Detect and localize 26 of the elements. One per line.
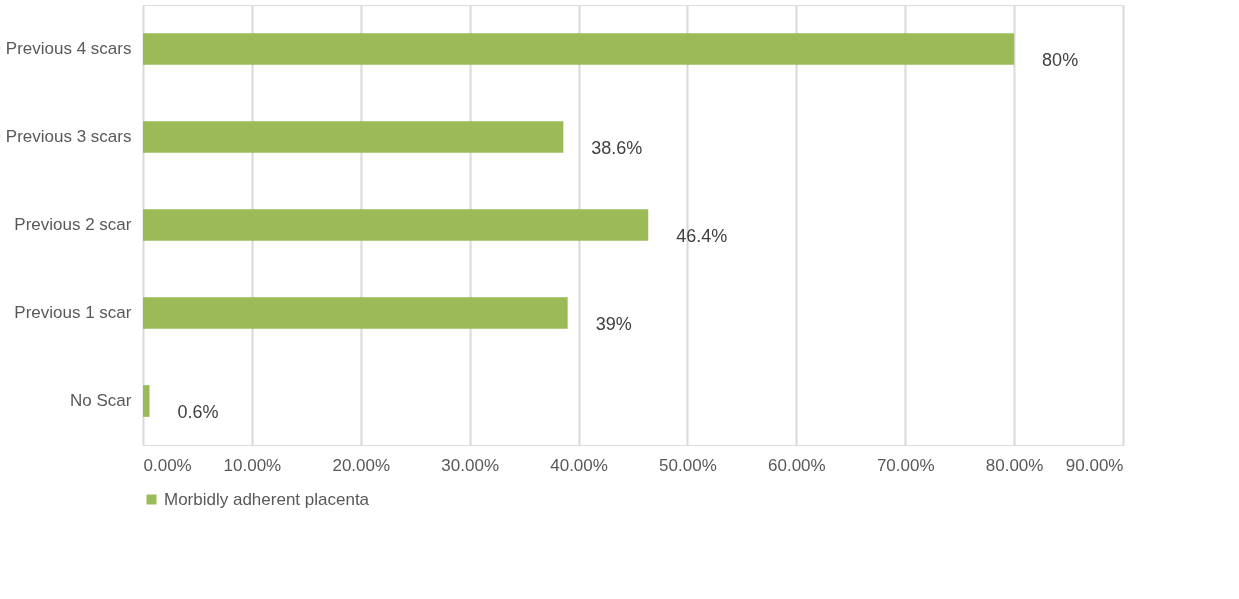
y-tick-label: Previous 3 scars — [5, 127, 132, 146]
bar — [143, 121, 564, 153]
x-tick-label: 0.00% — [143, 455, 192, 475]
bar — [143, 385, 150, 417]
text: 0.6% — [177, 402, 219, 422]
legend-label: Morbidly adherent placenta — [164, 489, 370, 509]
y-tick-label: Previous 4 scars — [5, 39, 132, 58]
bar — [143, 209, 649, 241]
x-tick-label: 10.00% — [223, 455, 282, 475]
text: 46.4% — [676, 226, 728, 246]
x-tick-label: 50.00% — [659, 455, 717, 475]
text: 39% — [595, 314, 632, 334]
bar — [143, 33, 1015, 65]
y-tick-label: No Scar — [70, 391, 132, 410]
x-tick-label: 70.00% — [876, 455, 935, 475]
x-tick-label: 30.00% — [441, 455, 499, 475]
x-tick-label: 80.00% — [985, 455, 1044, 475]
y-tick-label: Previous 1 scar — [14, 303, 132, 322]
x-tick-label: 20.00% — [332, 455, 391, 475]
text: 80% — [1042, 50, 1079, 70]
text: 38.6% — [591, 138, 643, 158]
x-tick-label: 40.00% — [550, 455, 608, 475]
x-tick-label: 90.00% — [1065, 455, 1124, 475]
bar — [143, 297, 568, 329]
x-tick-label: 60.00% — [768, 455, 826, 475]
y-tick-label: Previous 2 scar — [14, 215, 132, 234]
